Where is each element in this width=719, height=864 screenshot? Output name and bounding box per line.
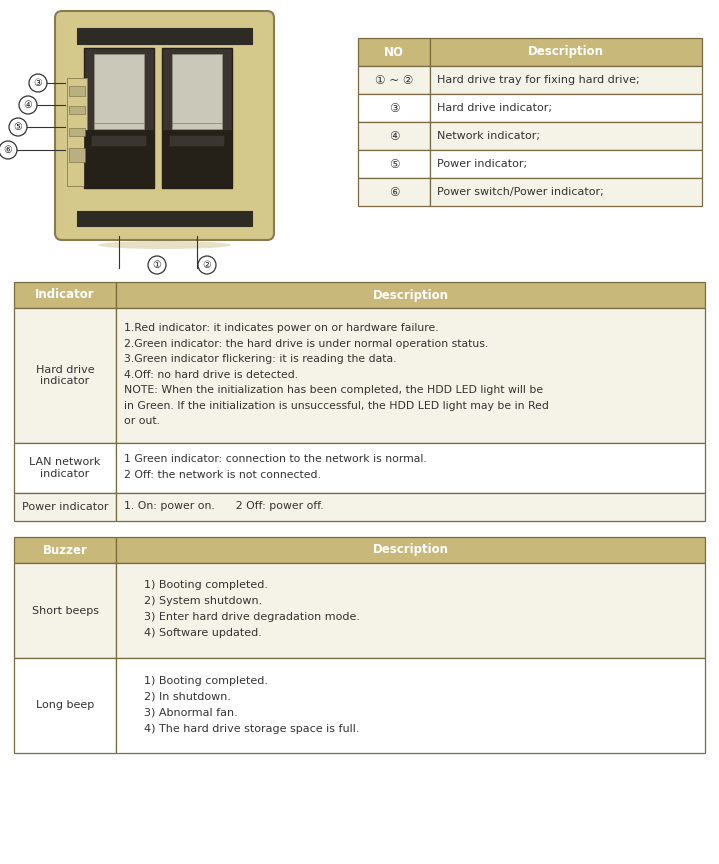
Text: Network indicator;: Network indicator; [437,131,540,141]
Text: ④: ④ [389,130,399,143]
Text: 1) Booting completed.: 1) Booting completed. [144,676,268,685]
Text: 4) Software updated.: 4) Software updated. [144,628,262,638]
Text: Description: Description [372,289,449,302]
Bar [67,78,87,186]
Text: 2.Green indicator: the hard drive is under normal operation status.: 2.Green indicator: the hard drive is und… [124,339,488,349]
Text: 4.Off: no hard drive is detected.: 4.Off: no hard drive is detected. [124,370,298,380]
Text: ③: ③ [34,78,42,88]
Bar [14,282,116,308]
Text: 3) Abnormal fan.: 3) Abnormal fan. [144,708,238,717]
Bar [430,38,702,66]
Bar [430,178,702,206]
Text: Power indicator: Power indicator [22,502,109,512]
Bar [116,537,705,563]
Bar [94,54,144,129]
Text: ⑥: ⑥ [389,186,399,199]
Bar [116,443,705,493]
Text: ⑤: ⑤ [14,122,22,132]
Bar [77,211,252,226]
Bar [116,563,705,658]
Bar [430,66,702,94]
Bar [116,658,705,753]
Bar [14,308,116,443]
Text: 2) System shutdown.: 2) System shutdown. [144,596,262,607]
Bar [77,28,252,44]
Bar [14,658,116,753]
Text: 1. On: power on.      2 Off: power off.: 1. On: power on. 2 Off: power off. [124,501,324,511]
Bar [14,493,116,521]
Text: 4) The hard drive storage space is full.: 4) The hard drive storage space is full. [144,723,360,734]
Bar [358,66,430,94]
Bar [14,563,116,658]
Bar [172,54,222,129]
Bar [358,178,430,206]
Text: 1) Booting completed.: 1) Booting completed. [144,581,268,590]
Bar [358,94,430,122]
Text: Power switch/Power indicator;: Power switch/Power indicator; [437,187,604,197]
Bar [92,136,146,146]
Bar [116,308,705,443]
Text: ①: ① [152,260,161,270]
Bar [69,128,85,136]
Bar [358,38,430,66]
Ellipse shape [98,241,231,249]
Bar [170,136,224,146]
Text: Short beeps: Short beeps [32,606,99,615]
Bar [162,130,232,188]
Bar [358,150,430,178]
Bar [69,148,85,162]
Text: Description: Description [528,46,604,59]
Bar [69,86,85,96]
Bar [116,282,705,308]
Text: ②: ② [203,260,211,270]
Bar [430,150,702,178]
Text: in Green. If the initialization is unsuccessful, the HDD LED light may be in Red: in Green. If the initialization is unsuc… [124,401,549,410]
Text: or out.: or out. [124,416,160,426]
Text: Long beep: Long beep [36,701,94,710]
Text: 1 Green indicator: connection to the network is normal.: 1 Green indicator: connection to the net… [124,454,427,465]
Text: Description: Description [372,543,449,556]
Text: 2) In shutdown.: 2) In shutdown. [144,691,231,702]
Text: Hard drive tray for fixing hard drive;: Hard drive tray for fixing hard drive; [437,75,640,85]
Bar [430,94,702,122]
Bar [358,122,430,150]
Text: NOTE: When the initialization has been completed, the HDD LED light will be: NOTE: When the initialization has been c… [124,385,543,395]
Bar [430,122,702,150]
Text: Buzzer: Buzzer [42,543,88,556]
Bar [14,537,116,563]
Text: NO: NO [384,46,404,59]
Bar [69,106,85,114]
Text: 3) Enter hard drive degradation mode.: 3) Enter hard drive degradation mode. [144,613,360,622]
Text: Hard drive indicator;: Hard drive indicator; [437,103,552,113]
Text: 1.Red indicator: it indicates power on or hardware failure.: 1.Red indicator: it indicates power on o… [124,323,439,334]
Text: Indicator: Indicator [35,289,95,302]
Bar [14,443,116,493]
Text: 2 Off: the network is not connected.: 2 Off: the network is not connected. [124,470,321,480]
Bar [84,130,154,188]
Text: 3.Green indicator flickering: it is reading the data.: 3.Green indicator flickering: it is read… [124,354,396,365]
Text: ⑥: ⑥ [4,145,12,155]
Text: ⑤: ⑤ [389,157,399,170]
Bar [162,48,232,188]
Text: ① ~ ②: ① ~ ② [375,73,413,86]
FancyBboxPatch shape [55,11,274,240]
Text: Hard drive
indicator: Hard drive indicator [36,365,94,386]
Text: ④: ④ [24,100,32,110]
Text: ③: ③ [389,101,399,115]
Bar [116,493,705,521]
Text: LAN network
indicator: LAN network indicator [29,457,101,479]
Text: Power indicator;: Power indicator; [437,159,527,169]
Bar [84,48,154,188]
